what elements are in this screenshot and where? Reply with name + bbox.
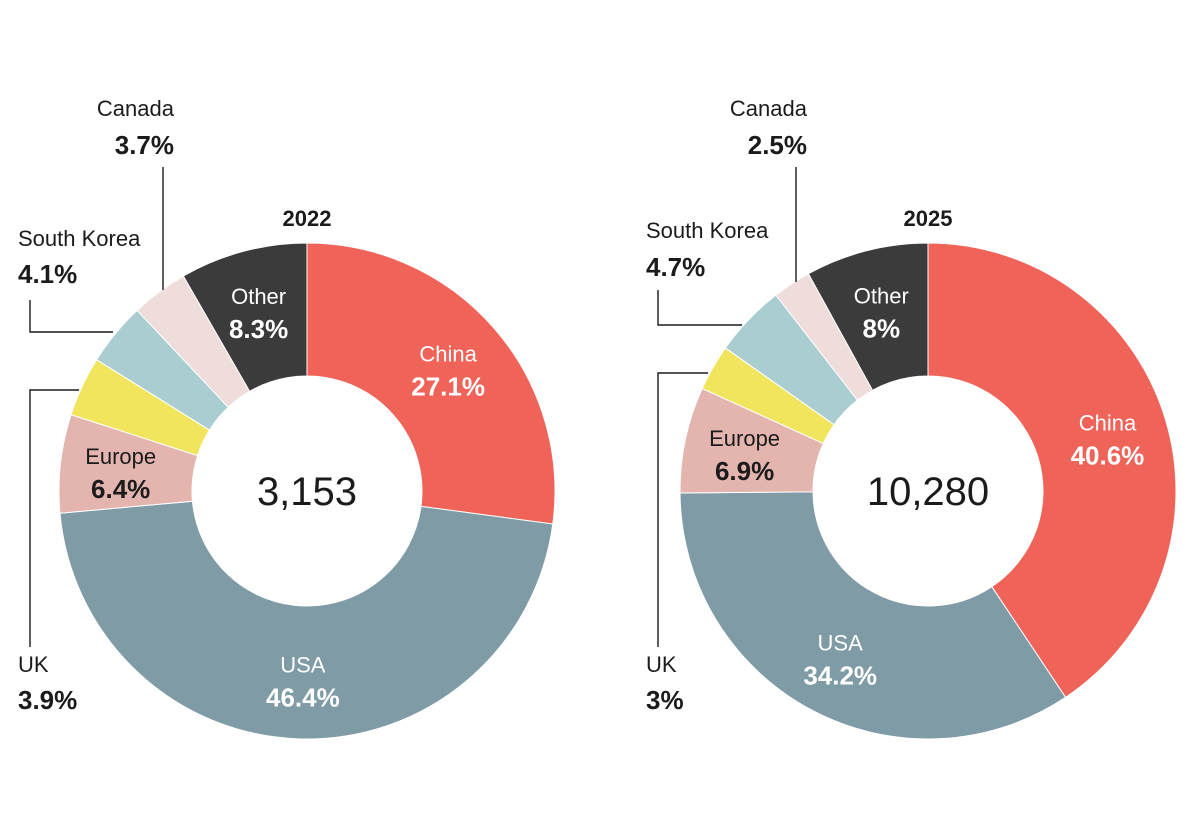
slice-china-2025 — [927, 242, 1177, 699]
slice-other-2025 — [807, 242, 929, 391]
value-uk: 3% — [646, 685, 684, 715]
label-south-korea: South Korea — [646, 218, 769, 243]
label-china: China — [1079, 411, 1137, 436]
value-europe: 6.9% — [715, 456, 774, 486]
chart-title: 2025 — [904, 206, 953, 231]
slice-china-2022 — [306, 242, 556, 525]
value-europe: 6.4% — [91, 474, 150, 504]
label-uk: UK — [18, 652, 49, 677]
donut-chart-2025: China 40.6% USA 34.2% Europe 6.9% UK 3% South Ko… — [646, 96, 1177, 740]
label-usa: USA — [818, 631, 864, 656]
label-uk: UK — [646, 652, 677, 677]
value-south-korea: 4.7% — [646, 252, 705, 282]
donut-chart-2022: China 27.1% USA 46.4% Europe 6.4% UK 3.9% South … — [18, 96, 556, 740]
leader-line-south-korea — [29, 300, 113, 333]
label-china: China — [419, 342, 477, 367]
slice-usa-2022 — [59, 500, 554, 740]
value-south-korea: 4.1% — [18, 259, 77, 289]
leader-line-uk — [29, 389, 79, 647]
label-europe: Europe — [709, 426, 780, 451]
total-value: 10,280 — [867, 470, 989, 514]
chart-title: 2022 — [283, 206, 332, 231]
label-europe: Europe — [85, 444, 156, 469]
value-china: 40.6% — [1071, 441, 1145, 471]
value-canada: 3.7% — [115, 130, 174, 160]
label-other: Other — [854, 283, 909, 308]
value-usa: 34.2% — [803, 661, 877, 691]
label-other: Other — [231, 284, 286, 309]
total-value: 3,153 — [257, 470, 357, 514]
slice-usa-2025 — [679, 491, 1067, 740]
value-other: 8% — [863, 313, 901, 343]
leader-line-uk — [657, 372, 708, 647]
slice-other-2022 — [182, 242, 308, 392]
value-other: 8.3% — [229, 314, 288, 344]
value-usa: 46.4% — [266, 682, 340, 712]
value-uk: 3.9% — [18, 685, 77, 715]
leader-line-south-korea — [657, 290, 742, 326]
value-china: 27.1% — [411, 372, 485, 402]
label-south-korea: South Korea — [18, 226, 141, 251]
label-canada: Canada — [730, 96, 808, 121]
label-canada: Canada — [97, 96, 175, 121]
label-usa: USA — [280, 652, 326, 677]
value-canada: 2.5% — [748, 130, 807, 160]
